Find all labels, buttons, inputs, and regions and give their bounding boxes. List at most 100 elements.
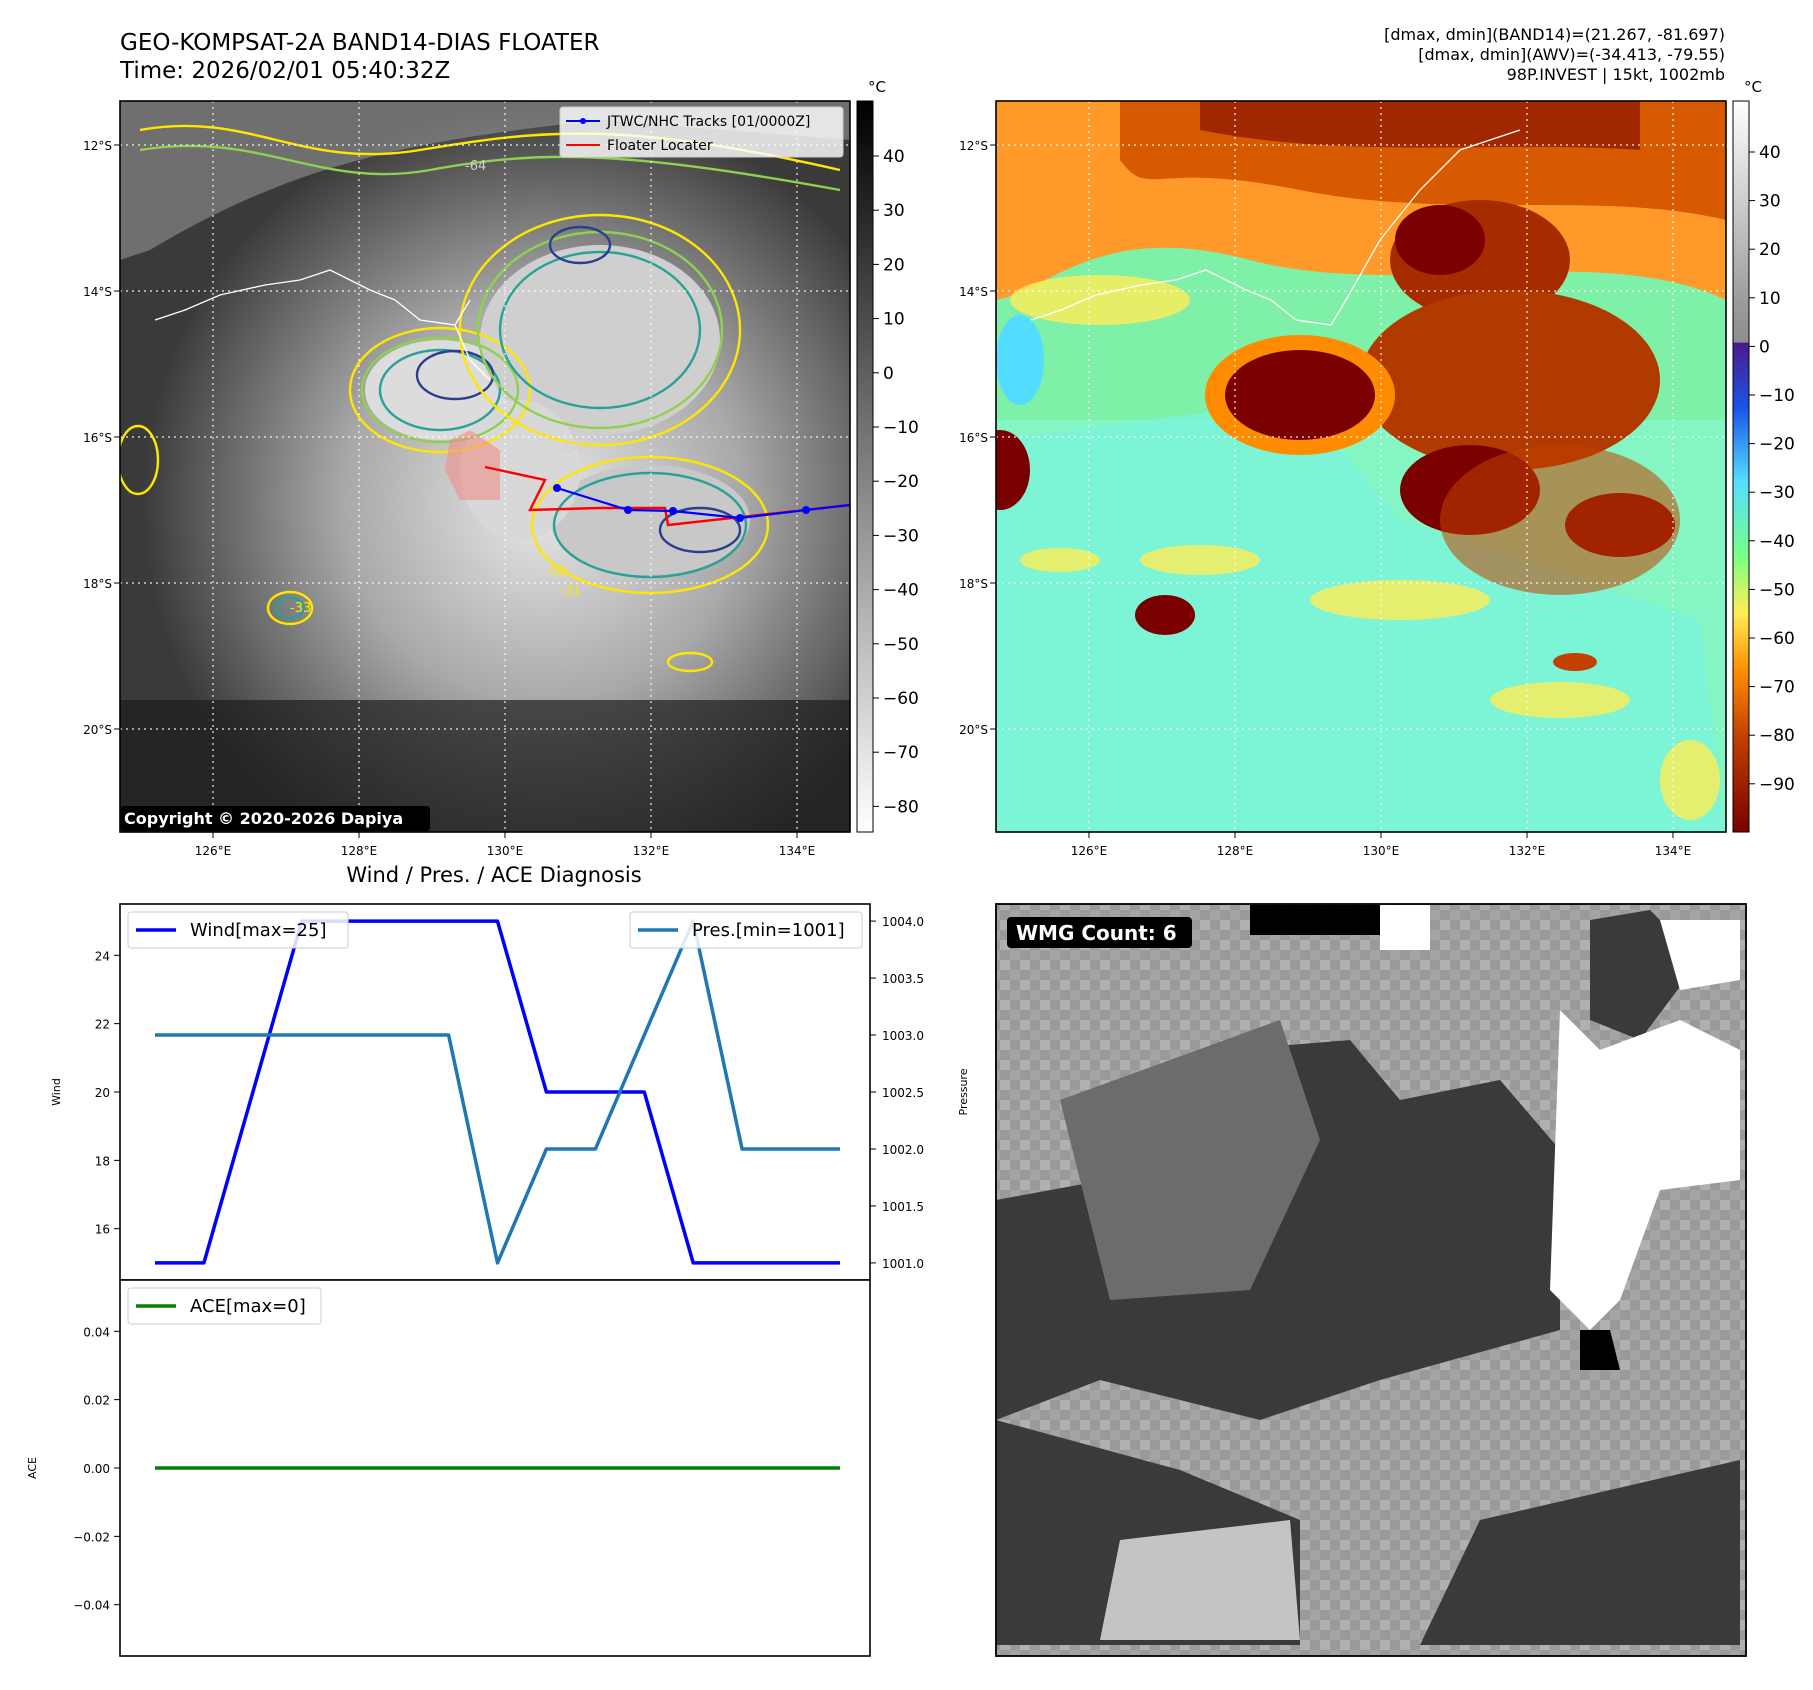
awv-cbar-ticks-label: −50 bbox=[1759, 580, 1795, 600]
figure-title-line2: Time: 2026/02/01 05:40:32Z bbox=[119, 58, 450, 84]
ace-yticks-label: 0.04 bbox=[83, 1325, 110, 1339]
wind-yticks-label: 24 bbox=[95, 949, 110, 963]
pressure-axis-label: Pressure bbox=[957, 1068, 970, 1115]
ir-cbar-ticks-label: −40 bbox=[883, 581, 919, 601]
wind-yticks-label: 20 bbox=[95, 1086, 110, 1100]
ir-map-panel: -64 -64 -64 -30 -31 -33 JTWC/NHC Tracks … bbox=[83, 78, 919, 858]
ir-cbar-ticks-label: 10 bbox=[883, 310, 905, 330]
ace-yticks-label: −0.04 bbox=[73, 1599, 110, 1613]
ir-lon-tick-label: 126°E bbox=[195, 844, 232, 858]
wmg-panel: WMG Count: 6 bbox=[995, 903, 1747, 1657]
ace-chart: ACE 0.04 0.02 0.00 −0.02 −0.04 ACE[max=0] bbox=[26, 1279, 871, 1657]
pres-yticks-label: 1004.0 bbox=[882, 915, 924, 929]
pressure-series-line bbox=[155, 919, 840, 1265]
ace-yticks-label: 0.02 bbox=[83, 1394, 110, 1408]
wind-axis-label: Wind bbox=[50, 1078, 63, 1106]
ace-yticks-label: 0.00 bbox=[83, 1462, 110, 1476]
awv-lon-tick-label: 130°E bbox=[1363, 844, 1400, 858]
awv-colorbar-unit: °C bbox=[1744, 78, 1762, 96]
ace-axis-label: ACE bbox=[26, 1457, 39, 1479]
ace-legend: ACE[max=0] bbox=[127, 1287, 322, 1325]
ir-cbar-ticks-label: −50 bbox=[883, 635, 919, 655]
awv-lon-tick-label: 126°E bbox=[1071, 844, 1108, 858]
legend-tracks-label: JTWC/NHC Tracks [01/0000Z] bbox=[606, 114, 810, 130]
copyright-badge: Copyright © 2020-2026 Dapiya bbox=[124, 809, 403, 828]
awv-lat-tick-label: 16°S bbox=[959, 431, 988, 445]
ir-lon-tick-label: 134°E bbox=[779, 844, 816, 858]
ir-cbar-ticks-label: −10 bbox=[883, 418, 919, 438]
pres-yticks-label: 1002.0 bbox=[882, 1143, 924, 1157]
wind-yticks-label: 22 bbox=[95, 1018, 110, 1032]
awv-cbar-ticks-label: −40 bbox=[1759, 532, 1795, 552]
awv-cbar-ticks-label: −80 bbox=[1759, 726, 1795, 746]
pres-yticks-label: 1003.5 bbox=[882, 972, 924, 986]
contour-label-6: -33 bbox=[290, 601, 311, 616]
awv-cbar-ticks-label: −20 bbox=[1759, 435, 1795, 455]
ir-cbar-ticks-label: −80 bbox=[883, 797, 919, 817]
ir-lon-tick-label: 130°E bbox=[487, 844, 524, 858]
ir-legend: JTWC/NHC Tracks [01/0000Z] Floater Locat… bbox=[559, 106, 844, 158]
pres-yticks-label: 1003.0 bbox=[882, 1029, 924, 1043]
wind-yticks-label: 18 bbox=[95, 1154, 110, 1168]
awv-lon-tick-label: 128°E bbox=[1217, 844, 1254, 858]
awv-imagery bbox=[996, 101, 1726, 832]
ir-lat-tick-label: 16°S bbox=[83, 431, 112, 445]
ir-cbar-ticks-label: 40 bbox=[883, 147, 905, 167]
pres-yticks-label: 1001.5 bbox=[882, 1200, 924, 1214]
ace-yticks-label: −0.02 bbox=[73, 1530, 110, 1544]
ir-imagery: -64 -64 -64 -30 -31 -33 bbox=[120, 101, 850, 832]
pressure-legend: Pres.[min=1001] bbox=[629, 911, 863, 949]
pressure-legend-label: Pres.[min=1001] bbox=[692, 920, 845, 941]
awv-lat-tick-label: 12°S bbox=[959, 139, 988, 153]
ir-cbar-ticks-label: −60 bbox=[883, 689, 919, 709]
awv-colorbar: °C 40 30 20 10 0 −10 −20 −30 −40 −50 −60 −70 −80 −90 bbox=[1732, 78, 1795, 833]
floater-locater-path bbox=[484, 465, 850, 527]
awv-cbar-ticks-label: 20 bbox=[1759, 240, 1781, 260]
figure-title-line1: GEO-KOMPSAT-2A BAND14-DIAS FLOATER bbox=[120, 30, 600, 56]
ir-cbar-ticks-label: −30 bbox=[883, 526, 919, 546]
awv-lat-tick-label: 14°S bbox=[959, 285, 988, 299]
pres-yticks-label: 1002.5 bbox=[882, 1086, 924, 1100]
stats-line2: [dmax, dmin](AWV)=(-34.413, -79.55) bbox=[1418, 45, 1725, 64]
awv-cbar-ticks-label: −60 bbox=[1759, 629, 1795, 649]
ir-colorbar: °C 40 30 20 10 0 −10 −20 −30 −40 −50 −60 −70 −80 bbox=[856, 78, 919, 833]
ir-cbar-ticks-label: −20 bbox=[883, 472, 919, 492]
stats-line1: [dmax, dmin](BAND14)=(21.267, -81.697) bbox=[1384, 25, 1725, 44]
awv-cbar-ticks-label: 30 bbox=[1759, 192, 1781, 212]
awv-lat-tick-label: 20°S bbox=[959, 723, 988, 737]
ir-cbar-ticks-label: 0 bbox=[883, 364, 894, 384]
ir-lat-tick-label: 14°S bbox=[83, 285, 112, 299]
wmg-count-badge: WMG Count: 6 bbox=[1016, 921, 1177, 945]
wind-yticks-label: 16 bbox=[95, 1223, 110, 1237]
contour-label-5: -31 bbox=[560, 584, 581, 599]
ir-cbar-ticks-label: 30 bbox=[883, 201, 905, 221]
awv-lat-tick-label: 18°S bbox=[959, 577, 988, 591]
awv-cbar-ticks-label: 10 bbox=[1759, 289, 1781, 309]
diagnosis-title: Wind / Pres. / ACE Diagnosis bbox=[346, 863, 641, 887]
contour-label-4: -30 bbox=[545, 564, 566, 579]
wind-pressure-chart: Wind Pressure 16 18 20 22 24 1001.0 1001.5 100… bbox=[50, 903, 970, 1281]
jtwc-track bbox=[553, 484, 850, 522]
awv-lon-tick-label: 134°E bbox=[1655, 844, 1692, 858]
ir-lat-tick-label: 12°S bbox=[83, 139, 112, 153]
ace-legend-label: ACE[max=0] bbox=[190, 1296, 306, 1317]
contour-label-2: -64 bbox=[590, 279, 611, 294]
ir-colorbar-unit: °C bbox=[868, 78, 886, 96]
contour-label-1: -64 bbox=[465, 159, 486, 174]
ir-cbar-ticks-label: 20 bbox=[883, 255, 905, 275]
legend-floater-label: Floater Locater bbox=[607, 138, 713, 154]
pres-yticks-label: 1001.0 bbox=[882, 1257, 924, 1271]
wind-legend: Wind[max=25] bbox=[127, 911, 349, 949]
ir-lon-tick-label: 132°E bbox=[633, 844, 670, 858]
awv-map-panel: °C 403020100−10−20−30−40−50−60−70−80−90 … bbox=[959, 78, 1795, 858]
ir-lat-tick-label: 18°S bbox=[83, 577, 112, 591]
awv-cbar-ticks-label: −30 bbox=[1759, 483, 1795, 503]
awv-cbar-ticks-label: −10 bbox=[1759, 386, 1795, 406]
ir-lat-tick-label: 20°S bbox=[83, 723, 112, 737]
awv-cbar-ticks-label: 40 bbox=[1759, 143, 1781, 163]
wind-legend-label: Wind[max=25] bbox=[190, 920, 327, 941]
awv-cbar-ticks-label: −90 bbox=[1759, 775, 1795, 795]
awv-cbar-ticks-label: 0 bbox=[1759, 337, 1770, 357]
ir-lon-tick-label: 128°E bbox=[341, 844, 378, 858]
